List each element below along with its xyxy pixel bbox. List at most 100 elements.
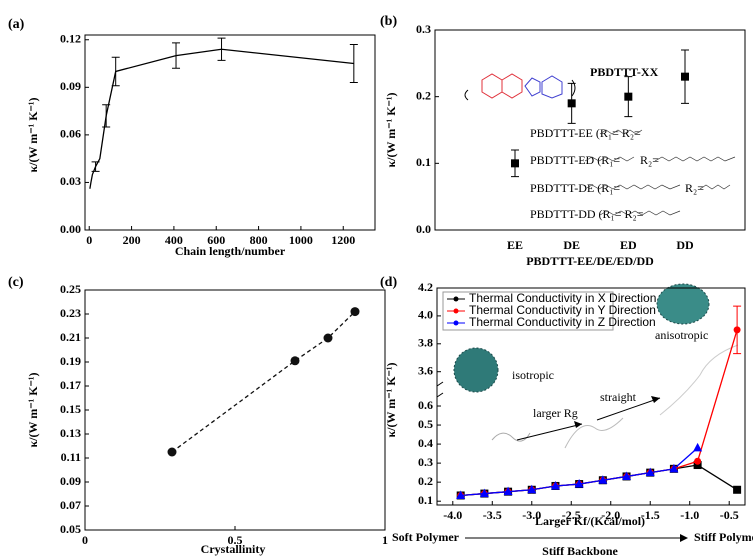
error-bar <box>217 37 226 61</box>
y-tick-label: 0.13 <box>60 426 81 440</box>
data-line <box>460 447 699 497</box>
error-bar <box>349 44 358 84</box>
y-tick-label: 0.4 <box>418 436 433 450</box>
marker <box>598 475 608 484</box>
x-tick-label: -3.5 <box>483 508 502 522</box>
legend-label: Thermal Conductivity in X Direction <box>469 291 656 305</box>
marker <box>622 471 632 480</box>
y-tick-label: 0.06 <box>60 127 81 141</box>
annotation: Soft Polymer <box>392 530 460 544</box>
y-tick-label: 0.3 <box>418 455 433 469</box>
x-tick-label: -0.5 <box>720 508 739 522</box>
marker <box>290 356 300 366</box>
x-tick-label: DE <box>563 238 580 252</box>
y-tick-label: 0.2 <box>418 474 433 488</box>
legend-marker <box>453 296 459 302</box>
error-bar <box>111 56 120 87</box>
annotation: straight <box>600 390 637 404</box>
marker <box>550 480 560 490</box>
marker <box>693 461 702 470</box>
y-tick-label: 0.25 <box>60 282 81 296</box>
x-tick-label: 1 <box>382 533 388 547</box>
y-tick-label: 0.0 <box>416 222 431 236</box>
y-tick-label: 0.09 <box>60 474 81 488</box>
chemical-structure <box>464 73 576 101</box>
y-tick-label: 0.5 <box>418 417 433 431</box>
annotation: PBDTTT-DE (R₁= <box>530 181 620 195</box>
annotation: PBDTTT-EE (R₁= R₂= <box>530 126 641 140</box>
x-tick-label: -1.5 <box>641 508 660 522</box>
y-tick-label: 0.05 <box>60 522 81 536</box>
annotation: Stiff Polymer <box>694 530 753 544</box>
y-tick-label: 3.6 <box>418 363 433 377</box>
y-tick-label: 0.1 <box>418 493 433 507</box>
y-tick-label: 0.17 <box>60 378 81 392</box>
marker <box>456 490 466 499</box>
marker <box>479 488 489 498</box>
panel-label: (a) <box>8 17 25 32</box>
annotation: PBDTTT-ED (R₁= <box>530 153 620 167</box>
x-tick-label: 1000 <box>289 233 313 247</box>
y-tick-label: 0.21 <box>60 330 81 344</box>
annotation: Stiff Backbone <box>542 544 618 558</box>
marker <box>574 479 584 488</box>
y-tick-label: 0.3 <box>416 22 431 36</box>
y-tick-label: 4.0 <box>418 308 433 322</box>
panel-label: (c) <box>8 275 24 290</box>
y-tick-label: 0.19 <box>60 354 81 368</box>
x-tick-label: -1.0 <box>680 508 699 522</box>
plot-frame <box>84 34 376 231</box>
x-tick-label: 1200 <box>331 233 355 247</box>
y-tick-label: 4.2 <box>418 280 433 294</box>
error-bar <box>172 42 181 69</box>
y-tick-label: 3.8 <box>418 336 433 350</box>
y-tick-label: 0.23 <box>60 306 81 320</box>
y-tick-label: 0.03 <box>60 174 81 188</box>
x-tick-label: -2.5 <box>562 508 581 522</box>
x-axis-label: Crystallinity <box>201 542 266 556</box>
x-tick-label: ED <box>620 238 637 252</box>
error-bar <box>91 161 100 172</box>
y-axis-label: κ/(W m⁻¹ K⁻¹) <box>384 93 398 168</box>
x-tick-label: -2.0 <box>601 508 620 522</box>
data-line <box>460 329 738 497</box>
annotation: R₂= <box>685 181 704 195</box>
data-line <box>89 48 354 189</box>
x-tick-label: 600 <box>207 233 225 247</box>
marker <box>624 92 633 101</box>
legend-marker <box>453 320 459 326</box>
annotation: PBDTTT-DD (R₁= R₂= <box>530 207 644 221</box>
y-tick-label: 0.00 <box>60 222 81 236</box>
x-axis-label: PBDTTT-EE/DE/ED/DD <box>526 254 654 268</box>
y-tick-label: 0.11 <box>61 450 81 464</box>
data-line <box>171 311 356 453</box>
x-tick-label: EE <box>507 238 523 252</box>
marker <box>323 333 333 343</box>
marker <box>167 447 177 457</box>
y-axis-label: κ/(W m⁻¹ K⁻¹) <box>26 98 40 173</box>
x-tick-label: DD <box>676 238 694 252</box>
annotation: PBDTTT-XX <box>590 65 659 79</box>
plot-frame <box>436 287 746 506</box>
x-tick-label: -4.0 <box>443 508 462 522</box>
legend-label: Thermal Conductivity in Z Direction <box>469 315 656 329</box>
legend-marker <box>453 308 459 314</box>
legend-box <box>442 291 614 331</box>
y-tick-label: 0.12 <box>60 32 81 46</box>
y-tick-label: 0.6 <box>418 398 433 412</box>
x-tick-label: 800 <box>250 233 268 247</box>
annotation: larger Rg <box>533 406 578 420</box>
y-axis-label: κ/(W m⁻¹ K⁻¹) <box>384 363 398 438</box>
marker <box>694 457 702 465</box>
side-chains <box>584 129 736 216</box>
legend-label: Thermal Conductivity in Y Direction <box>469 303 656 317</box>
marker <box>527 484 537 494</box>
marker <box>645 467 655 477</box>
x-tick-label: 0 <box>82 533 88 547</box>
annotation: isotropic <box>512 368 554 382</box>
plot-frame <box>434 29 746 231</box>
panel-label: (d) <box>380 275 397 290</box>
x-tick-label: 0 <box>86 233 92 247</box>
y-axis-label: κ/(W m⁻¹ K⁻¹) <box>26 373 40 448</box>
